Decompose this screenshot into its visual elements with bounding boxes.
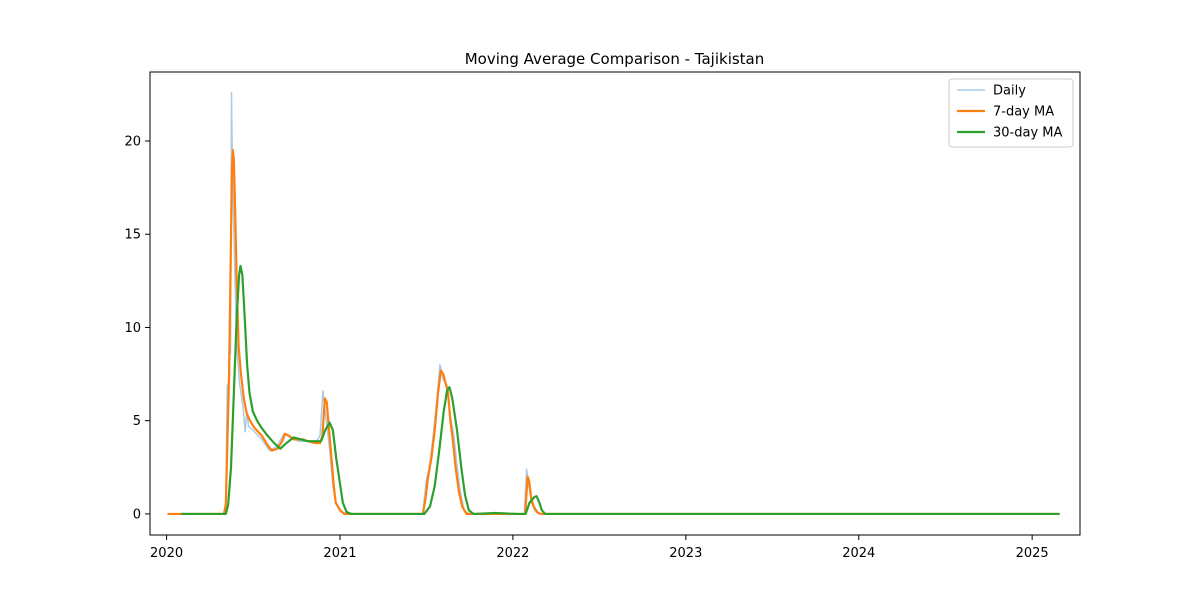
daily-series-line [167, 91, 1060, 515]
x-tick-label-2021: 2021 [323, 546, 356, 561]
ma30-series-line [181, 264, 1060, 516]
y-tick-label-0: 0 [133, 507, 141, 522]
y-tick-label-10: 10 [124, 321, 141, 336]
legend-label-3: 30-day MA [993, 126, 1062, 141]
y-tick-label-20: 20 [124, 134, 141, 149]
legend-label-2: 7-day MA [993, 105, 1054, 120]
x-tick-label-2022: 2022 [496, 546, 529, 561]
x-tick-label-2025: 2025 [1016, 546, 1049, 561]
x-tick-label-2020: 2020 [150, 546, 183, 561]
y-tick-label-15: 15 [124, 228, 141, 243]
x-tick-label-2023: 2023 [669, 546, 702, 561]
axes-frame [149, 71, 1081, 536]
y-tick-label-5: 5 [133, 414, 141, 429]
ma7-series-line [167, 149, 1060, 516]
legend-label-1: Daily [993, 84, 1026, 99]
legend-box [948, 78, 1074, 148]
x-tick-label-2024: 2024 [842, 546, 875, 561]
chart-title: Moving Average Comparison - Tajikistan [465, 50, 765, 68]
plot-area: 2020 2021 2022 2023 2024 2025 0 5 10 15 20 Daily 7-d… [124, 71, 1081, 561]
